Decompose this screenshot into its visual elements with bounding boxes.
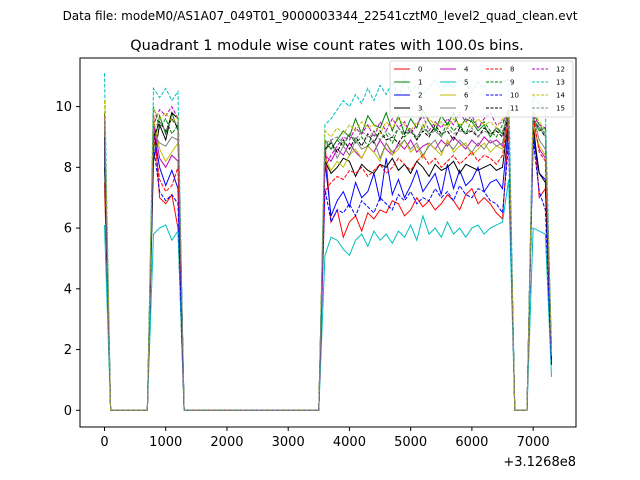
- series-line-14: [103, 100, 553, 411]
- x-tick-label: 2000: [210, 435, 243, 450]
- legend-box: [389, 60, 574, 118]
- x-tick-label: 5000: [394, 435, 427, 450]
- legend-label-7: 7: [464, 105, 468, 113]
- series-line-5: [103, 179, 553, 411]
- x-offset-label: +3.1268e8: [503, 455, 576, 470]
- y-tick-label: 8: [64, 161, 72, 176]
- legend-label-3: 3: [418, 105, 422, 113]
- y-tick-label: 10: [55, 100, 72, 115]
- series-layer: [103, 73, 553, 411]
- legend-label-11: 11: [510, 105, 519, 113]
- x-tick-label: 6000: [455, 435, 488, 450]
- series-line-15: [103, 115, 553, 411]
- series-line-12: [103, 105, 553, 411]
- legend-label-12: 12: [556, 66, 565, 74]
- y-tick-label: 0: [64, 404, 72, 419]
- series-line-8: [103, 115, 553, 411]
- series-line-0: [103, 112, 553, 411]
- x-tick-label: 0: [100, 435, 108, 450]
- series-line-4: [103, 115, 553, 411]
- legend-label-6: 6: [464, 92, 469, 100]
- axes-frame: [79, 57, 577, 428]
- legend-label-2: 2: [418, 92, 422, 100]
- series-line-3: [103, 111, 553, 411]
- x-tick-label: 7000: [517, 435, 550, 450]
- legend-label-10: 10: [510, 92, 519, 100]
- legend-label-8: 8: [510, 66, 514, 74]
- legend-label-1: 1: [418, 79, 422, 87]
- series-line-6: [103, 118, 553, 411]
- legend-label-9: 9: [510, 79, 514, 87]
- legend-label-13: 13: [556, 79, 565, 87]
- x-tick-label: 4000: [333, 435, 366, 450]
- x-axis: 0 1000 2000 3000 4000 5000 6000 7000: [100, 427, 550, 450]
- series-line-7: [103, 112, 553, 411]
- legend-label-15: 15: [556, 105, 565, 113]
- legend-label-0: 0: [418, 66, 422, 74]
- legend-label-4: 4: [464, 66, 469, 74]
- y-tick-label: 2: [64, 343, 72, 358]
- series-line-11: [103, 115, 553, 411]
- chart-suptitle: Data file: modeM0/AS1A07_049T01_90000033…: [63, 9, 578, 23]
- series-line-13: [103, 73, 553, 411]
- y-tick-label: 6: [64, 222, 72, 237]
- y-axis: 0 2 4 6 8 10: [55, 100, 80, 419]
- chart-title: Quadrant 1 module wise count rates with …: [130, 38, 524, 54]
- x-tick-label: 3000: [272, 435, 305, 450]
- legend-label-5: 5: [464, 79, 468, 87]
- x-tick-label: 1000: [149, 435, 182, 450]
- y-tick-label: 4: [64, 282, 72, 297]
- legend-label-14: 14: [556, 92, 565, 100]
